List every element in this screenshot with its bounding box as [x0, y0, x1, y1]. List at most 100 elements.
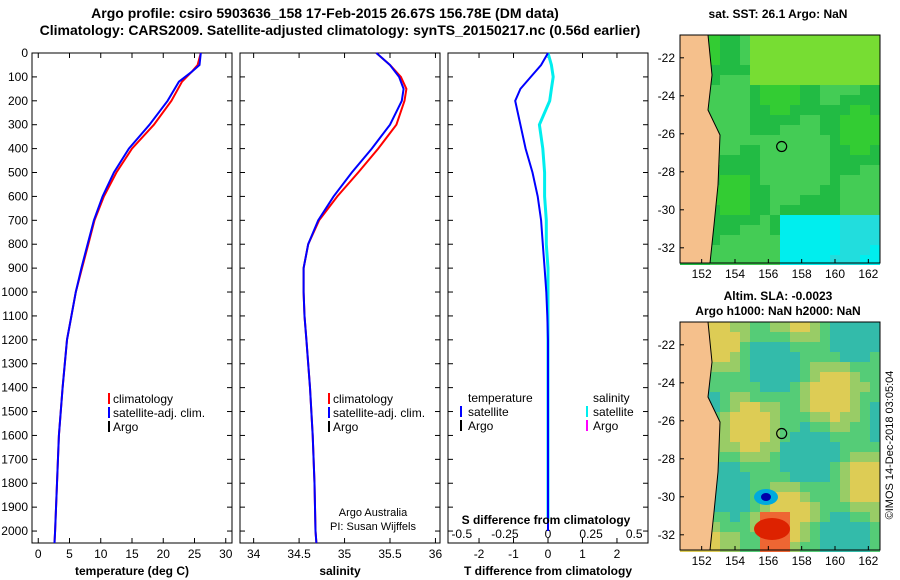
map-cell: [730, 342, 740, 352]
map-cell: [720, 125, 730, 135]
argo-location-marker: [776, 140, 788, 153]
map-cell: [760, 402, 770, 412]
map-cell: [830, 155, 840, 165]
map-cell: [780, 165, 790, 175]
depth-tick-label: 1100: [2, 309, 28, 323]
map-cell: [850, 255, 860, 265]
map-cell: [760, 55, 770, 65]
map-cell: [790, 452, 800, 462]
map-cell: [740, 235, 750, 245]
map-cell: [730, 442, 740, 452]
map-cell: [730, 532, 740, 542]
map-cell: [800, 322, 810, 332]
map-cell: [810, 175, 820, 185]
map-cell: [870, 65, 880, 75]
map-cell: [740, 155, 750, 165]
map-cell: [850, 45, 860, 55]
map-cell: [760, 412, 770, 422]
map-cell: [850, 215, 860, 225]
map-cell: [750, 342, 760, 352]
map-cell: [870, 115, 880, 125]
map-cell: [710, 392, 720, 402]
map-cell: [750, 225, 760, 235]
map-cell: [770, 125, 780, 135]
map-cell: [770, 412, 780, 422]
map-cell: [740, 382, 750, 392]
map-cell: [830, 135, 840, 145]
map-cell: [740, 482, 750, 492]
map-cell: [770, 472, 780, 482]
map-cell: [810, 225, 820, 235]
map-cell: [840, 115, 850, 125]
map-cell: [860, 255, 870, 265]
map-cell: [830, 422, 840, 432]
map-cell: [790, 55, 800, 65]
map-cell: [850, 185, 860, 195]
map-cell: [750, 412, 760, 422]
map-cell: [810, 95, 820, 105]
map-cell: [810, 245, 820, 255]
map-cell: [840, 362, 850, 372]
map-cell: [840, 245, 850, 255]
map-cell: [780, 402, 790, 412]
depth-tick-label: 1700: [1, 452, 28, 466]
map-cell: [860, 195, 870, 205]
map-cell: [780, 205, 790, 215]
map-cell: [790, 115, 800, 125]
map-x-tick-label: 156: [758, 554, 778, 568]
map-x-tick-label: 158: [792, 554, 812, 568]
map-cell: [810, 125, 820, 135]
map-cell: [840, 452, 850, 462]
map-cell: [710, 45, 720, 55]
map-cell: [790, 482, 800, 492]
map-cell: [870, 502, 880, 512]
map-cell: [730, 85, 740, 95]
map-cell: [740, 205, 750, 215]
map-cell: [800, 35, 810, 45]
map-cell: [730, 185, 740, 195]
map-cell: [710, 225, 720, 235]
map-cell: [760, 392, 770, 402]
map-cell: [850, 205, 860, 215]
map-cell: [720, 95, 730, 105]
map-cell: [790, 442, 800, 452]
map-cell: [720, 362, 730, 372]
map-cell: [760, 115, 770, 125]
legend-climatology-label: climatology: [333, 392, 393, 406]
map-cell: [740, 412, 750, 422]
map-cell: [870, 542, 880, 552]
map-cell: [860, 442, 870, 452]
map-cell: [730, 432, 740, 442]
map-cell: [760, 362, 770, 372]
map-cell: [710, 542, 720, 552]
map-cell: [740, 342, 750, 352]
map-cell: [800, 205, 810, 215]
map-cell: [820, 332, 830, 342]
map-cell: [750, 185, 760, 195]
map-cell: [870, 442, 880, 452]
map-cell: [800, 45, 810, 55]
map-cell: [780, 55, 790, 65]
map-cell: [810, 155, 820, 165]
map-x-tick-label: 160: [825, 267, 845, 281]
map-cell: [720, 105, 730, 115]
map-cell: [720, 422, 730, 432]
map-cell: [740, 95, 750, 105]
map-cell: [870, 105, 880, 115]
map-cell: [740, 532, 750, 542]
map-cell: [730, 135, 740, 145]
map-cell: [850, 125, 860, 135]
map-cell: [760, 462, 770, 472]
map-cell: [850, 225, 860, 235]
map-cell: [800, 55, 810, 65]
map-cell: [770, 155, 780, 165]
map-cell: [730, 75, 740, 85]
map-x-tick-label: 156: [758, 267, 778, 281]
s-tick-label: -0.5: [451, 527, 472, 541]
map-cell: [720, 512, 730, 522]
map-cell: [760, 342, 770, 352]
map-cell: [720, 245, 730, 255]
x-tick-label: -2: [474, 547, 485, 561]
map-cell: [770, 432, 780, 442]
x-tick-label: 35.5: [378, 547, 402, 561]
